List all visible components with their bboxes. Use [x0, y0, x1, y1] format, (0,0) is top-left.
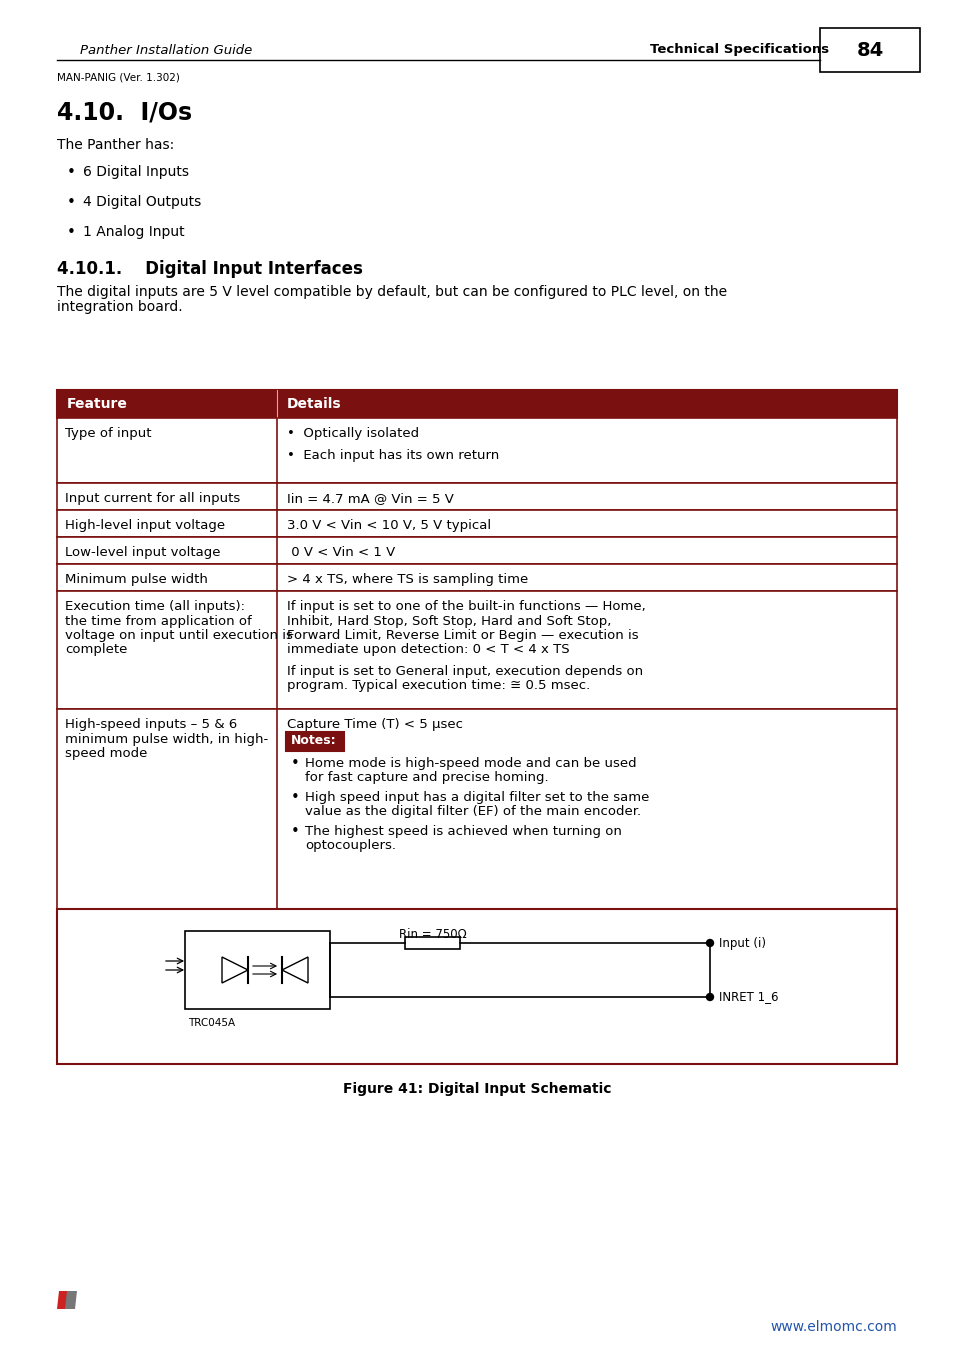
Bar: [57, 909, 896, 1064]
Polygon shape: [65, 1291, 77, 1310]
Text: 3.0 V < Vin < 10 V, 5 V typical: 3.0 V < Vin < 10 V, 5 V typical: [287, 518, 491, 532]
Text: integration board.: integration board.: [57, 300, 182, 315]
Text: Iin = 4.7 mA @ Vin = 5 V: Iin = 4.7 mA @ Vin = 5 V: [287, 491, 454, 505]
Text: Panther Installation Guide: Panther Installation Guide: [80, 43, 252, 57]
Text: If input is set to one of the built-in functions — Home,: If input is set to one of the built-in f…: [287, 599, 645, 613]
Text: complete: complete: [65, 644, 128, 656]
Text: Figure 41: Digital Input Schematic: Figure 41: Digital Input Schematic: [342, 1081, 611, 1096]
Text: 4.10.  I/Os: 4.10. I/Os: [57, 100, 192, 124]
Text: Input (i): Input (i): [719, 937, 765, 949]
Text: •: •: [291, 825, 299, 840]
Text: minimum pulse width, in high-: minimum pulse width, in high-: [65, 733, 268, 745]
Text: program. Typical execution time: ≅ 0.5 msec.: program. Typical execution time: ≅ 0.5 m…: [287, 679, 590, 693]
Text: •: •: [291, 791, 299, 806]
Text: voltage on input until execution is: voltage on input until execution is: [65, 629, 293, 643]
Circle shape: [706, 994, 713, 1000]
Bar: [57, 709, 896, 909]
Text: MAN-PANIG (Ver. 1.302): MAN-PANIG (Ver. 1.302): [57, 72, 180, 82]
Text: Input current for all inputs: Input current for all inputs: [65, 491, 240, 505]
Text: Home mode is high-speed mode and can be used: Home mode is high-speed mode and can be …: [305, 756, 636, 770]
Text: •  Each input has its own return: • Each input has its own return: [287, 448, 498, 462]
Bar: [57, 510, 896, 537]
Bar: [820, 28, 919, 72]
Text: High-level input voltage: High-level input voltage: [65, 518, 225, 532]
Text: •: •: [291, 756, 299, 771]
Text: •: •: [67, 165, 76, 180]
Text: Details: Details: [287, 397, 341, 410]
Text: 1 Analog Input: 1 Analog Input: [83, 225, 185, 239]
Bar: [57, 537, 896, 564]
Bar: [287, 733, 343, 749]
Text: speed mode: speed mode: [65, 747, 147, 760]
Text: the time from application of: the time from application of: [65, 614, 252, 628]
Text: Type of input: Type of input: [65, 427, 152, 440]
Text: •: •: [67, 225, 76, 240]
Bar: [57, 591, 896, 709]
Bar: [57, 483, 896, 510]
Text: 0 V < Vin < 1 V: 0 V < Vin < 1 V: [287, 545, 395, 559]
Text: Notes:: Notes:: [291, 734, 336, 748]
Text: 6 Digital Inputs: 6 Digital Inputs: [83, 165, 189, 180]
Text: Forward Limit, Reverse Limit or Begin — execution is: Forward Limit, Reverse Limit or Begin — …: [287, 629, 638, 643]
Text: Inhibit, Hard Stop, Soft Stop, Hard and Soft Stop,: Inhibit, Hard Stop, Soft Stop, Hard and …: [287, 614, 611, 628]
Text: Low-level input voltage: Low-level input voltage: [65, 545, 220, 559]
Text: Rin = 750Ω: Rin = 750Ω: [398, 927, 466, 941]
Bar: [405, 937, 459, 949]
Text: optocouplers.: optocouplers.: [305, 838, 395, 852]
Text: INRET 1_6: INRET 1_6: [719, 991, 778, 1003]
Text: value as the digital filter (EF) of the main encoder.: value as the digital filter (EF) of the …: [305, 805, 640, 818]
Text: The highest speed is achieved when turning on: The highest speed is achieved when turni…: [305, 825, 621, 837]
Bar: [286, 732, 344, 751]
Text: Execution time (all inputs):: Execution time (all inputs):: [65, 599, 245, 613]
Text: High speed input has a digital filter set to the same: High speed input has a digital filter se…: [305, 791, 649, 803]
Circle shape: [706, 940, 713, 946]
Text: •  Optically isolated: • Optically isolated: [287, 427, 418, 440]
Text: Technical Specifications: Technical Specifications: [649, 43, 828, 57]
Bar: [57, 564, 896, 591]
Text: TRC045A: TRC045A: [188, 1018, 234, 1027]
Text: 4 Digital Outputs: 4 Digital Outputs: [83, 194, 201, 209]
Text: immediate upon detection: 0 < T < 4 x TS: immediate upon detection: 0 < T < 4 x TS: [287, 644, 569, 656]
Text: The Panther has:: The Panther has:: [57, 138, 174, 153]
Bar: [57, 390, 896, 418]
Text: •: •: [67, 194, 76, 211]
Text: www.elmomc.com: www.elmomc.com: [769, 1320, 896, 1334]
Text: If input is set to General input, execution depends on: If input is set to General input, execut…: [287, 666, 642, 678]
Bar: [57, 418, 896, 483]
Text: Minimum pulse width: Minimum pulse width: [65, 572, 208, 586]
Polygon shape: [57, 1291, 69, 1310]
Text: The digital inputs are 5 V level compatible by default, but can be configured to: The digital inputs are 5 V level compati…: [57, 285, 726, 298]
Text: High-speed inputs – 5 & 6: High-speed inputs – 5 & 6: [65, 718, 237, 730]
Text: > 4 x TS, where TS is sampling time: > 4 x TS, where TS is sampling time: [287, 572, 528, 586]
Text: 84: 84: [856, 40, 882, 59]
Text: Feature: Feature: [67, 397, 128, 410]
Text: Capture Time (T) < 5 μsec: Capture Time (T) < 5 μsec: [287, 718, 462, 730]
Text: 4.10.1.    Digital Input Interfaces: 4.10.1. Digital Input Interfaces: [57, 261, 362, 278]
Text: for fast capture and precise homing.: for fast capture and precise homing.: [305, 771, 548, 784]
Bar: [185, 931, 330, 1008]
